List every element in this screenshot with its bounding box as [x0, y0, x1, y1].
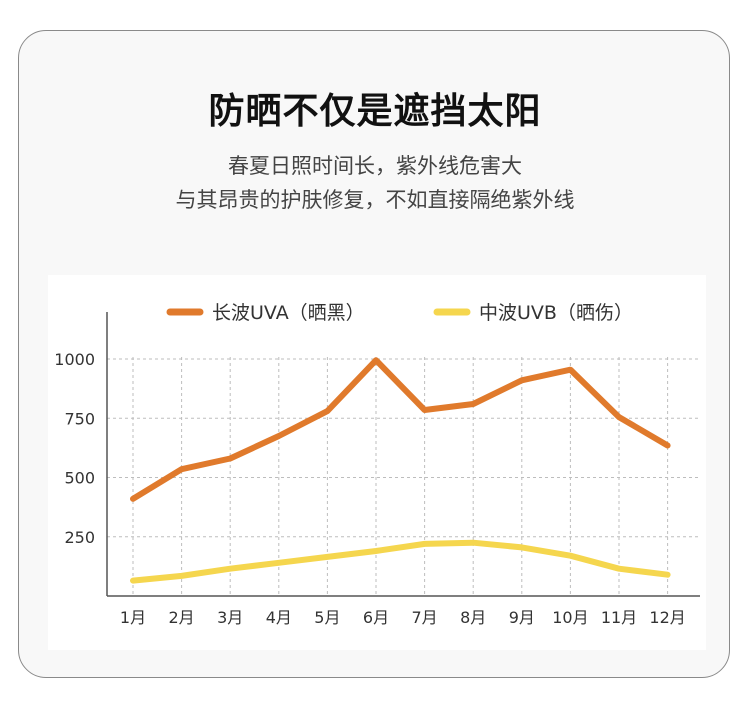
- x-tick-label: 11月: [601, 608, 637, 627]
- x-tick-label: 8月: [460, 608, 486, 627]
- x-tick-label: 5月: [314, 608, 340, 627]
- series-layer: [130, 357, 671, 584]
- x-tick-label: 1月: [120, 608, 146, 627]
- series-line-uvb: [130, 539, 671, 584]
- y-tick-label: 750: [64, 409, 95, 428]
- x-tick-label: 6月: [363, 608, 389, 627]
- page-title: 防晒不仅是遮挡太阳: [208, 91, 542, 132]
- legend-label: 中波UVB（晒伤）: [479, 302, 633, 324]
- x-tick-label: 3月: [217, 608, 243, 627]
- subtitle-line-1: 春夏日照时间长，紫外线危害大: [228, 154, 522, 178]
- chart-legend: 长波UVA（晒黑） 中波UVB（晒伤）: [166, 302, 633, 324]
- axis-layer: 250 500 750 1000 1月 2月 3月 4月 5月 6月 7月 8月 9月 10月 11月 12月: [54, 312, 700, 627]
- x-tick-label: 7月: [412, 608, 438, 627]
- subtitle-line-2: 与其昂贵的护肤修复，不如直接隔绝紫外线: [175, 188, 575, 212]
- x-tick-label: 10月: [552, 608, 588, 627]
- y-tick-label: 500: [64, 469, 95, 488]
- y-tick-label: 250: [64, 528, 95, 547]
- legend-label: 长波UVA（晒黑）: [212, 302, 365, 324]
- grid-layer: [107, 357, 700, 596]
- series-line-uva: [130, 357, 671, 502]
- y-tick-label: 1000: [54, 350, 95, 369]
- chart-panel: [48, 275, 706, 650]
- x-tick-label: 4月: [266, 608, 292, 627]
- x-tick-label: 9月: [509, 608, 535, 627]
- x-tick-label: 12月: [649, 608, 685, 627]
- x-tick-label: 2月: [169, 608, 195, 627]
